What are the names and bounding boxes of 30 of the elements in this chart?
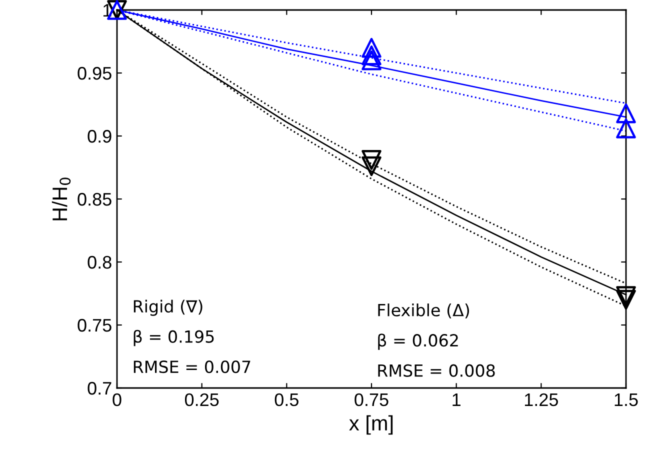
point (362, 45, 382, 66)
annotation: RMSE = 0.008 (378, 364, 495, 377)
annotation: β = 0.195 (134, 330, 214, 346)
x-tick-label: 0.25 (184, 393, 219, 406)
annotation: RMSE = 0.007 (134, 360, 250, 374)
y-tick-label: 0.7 (88, 382, 112, 395)
y-tick-label: 0.95 (78, 66, 112, 80)
x-tick-label: 1 (452, 394, 460, 406)
point (362, 156, 382, 176)
point (616, 286, 636, 306)
annotation: Rigid (∇) (134, 300, 202, 316)
point (616, 118, 636, 138)
y-axis-title: H/H$_{0}$ (52, 178, 71, 220)
y-tick-label: 0.9 (88, 130, 112, 143)
x-tick-label: 0.75 (354, 393, 388, 406)
point (616, 290, 636, 310)
point (362, 50, 382, 70)
y-tick-label: 0.75 (78, 318, 112, 332)
x-tick-label: 1.5 (614, 394, 638, 406)
annotation: Flexible (Δ) (378, 304, 469, 318)
x-tick-label: 0.5 (274, 393, 298, 406)
annotation: β = 0.062 (378, 334, 458, 350)
x-tick-label: 1.25 (524, 393, 558, 406)
point (362, 38, 382, 58)
point (616, 103, 636, 124)
y-tick-label: 0.85 (78, 192, 112, 206)
point (362, 150, 382, 170)
x-axis-title: x [m] (349, 415, 393, 435)
x-tick-label: 0 (112, 393, 122, 406)
y-tick-label: 0.8 (88, 256, 112, 269)
